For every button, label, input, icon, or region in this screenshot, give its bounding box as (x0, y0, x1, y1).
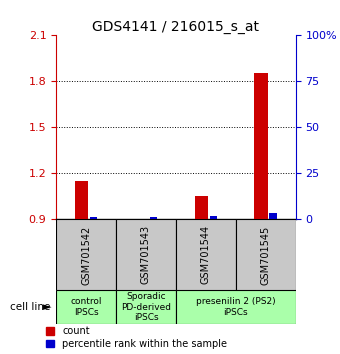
Text: cell line: cell line (10, 302, 51, 312)
Bar (56, 290, 116, 324)
Text: presenilin 2 (PS2)
iPSCs: presenilin 2 (PS2) iPSCs (196, 297, 276, 317)
Bar (56, 219, 116, 290)
Bar (209, 216, 217, 219)
Text: GSM701544: GSM701544 (201, 225, 211, 285)
Bar (176, 290, 296, 324)
Text: GSM701542: GSM701542 (81, 225, 91, 285)
Bar (116, 290, 176, 324)
Text: ►: ► (42, 302, 51, 312)
Text: GSM701543: GSM701543 (141, 225, 151, 285)
Text: Sporadic
PD-derived
iPSCs: Sporadic PD-derived iPSCs (121, 292, 171, 322)
Bar (75, 181, 88, 219)
Bar (254, 73, 268, 219)
Legend: count, percentile rank within the sample: count, percentile rank within the sample (46, 326, 227, 349)
Bar (236, 219, 296, 290)
Bar (116, 219, 176, 290)
Text: GSM701545: GSM701545 (261, 225, 271, 285)
Bar (90, 217, 97, 219)
Bar (176, 219, 236, 290)
Title: GDS4141 / 216015_s_at: GDS4141 / 216015_s_at (92, 21, 259, 34)
Bar (269, 213, 277, 219)
Bar (150, 217, 157, 219)
Text: control
IPSCs: control IPSCs (70, 297, 102, 317)
Bar (194, 196, 208, 219)
